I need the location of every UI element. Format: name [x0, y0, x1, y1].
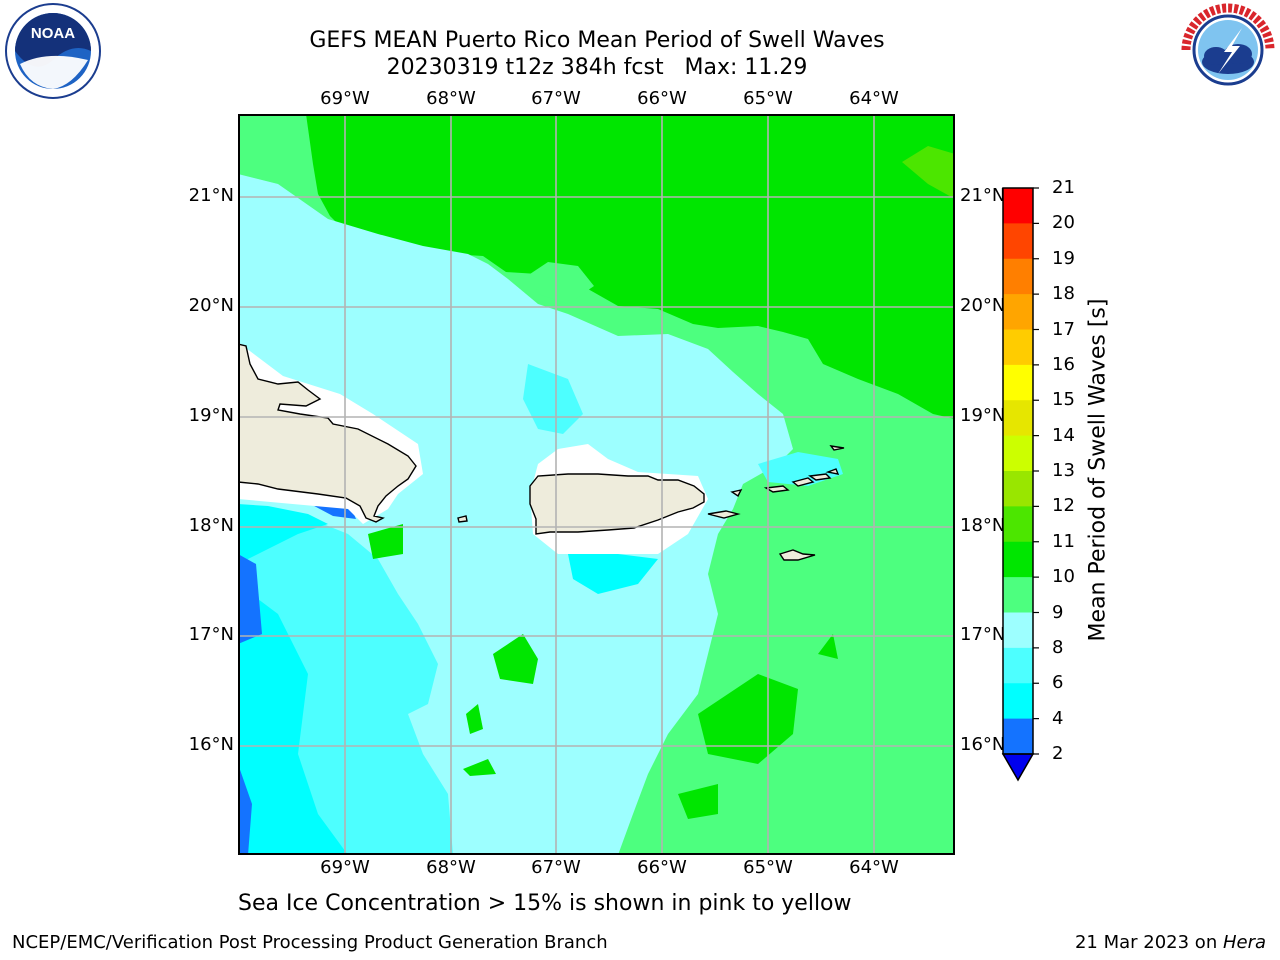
virgin-islands-3	[808, 473, 832, 481]
lat-label-right: 17°N	[960, 624, 1006, 645]
colorbar-bin	[1003, 506, 1033, 543]
field-10-11s-north	[306, 114, 955, 419]
field-4-6s-south	[238, 584, 348, 855]
colorbar-bin	[1003, 718, 1033, 755]
hispaniola-land	[238, 343, 417, 523]
colorbar-tick-label: 10	[1052, 566, 1075, 588]
colorbar-tick-label: 2	[1052, 743, 1064, 764]
field-2-4s	[238, 554, 262, 644]
lat-label-right: 19°N	[960, 405, 1006, 426]
sea-ice-note: Sea Ice Concentration > 15% is shown in …	[238, 891, 852, 916]
colorbar-tick-label: 9	[1052, 601, 1064, 623]
virgin-islands-5	[825, 468, 840, 475]
field-10-11s-south-4	[818, 634, 838, 659]
footer-date-text: 21 Mar 2023 on	[1074, 932, 1223, 953]
map-title: GEFS MEAN Puerto Rico Mean Period of Swe…	[309, 28, 885, 53]
lon-label-bottom: 67°W	[531, 857, 581, 878]
colorbar-bin	[1003, 647, 1033, 684]
colorbar-tick-label: 6	[1052, 672, 1064, 694]
lat-label-left: 20°N	[188, 295, 234, 316]
colorbar-tick-label: 13	[1052, 460, 1075, 481]
colorbar-tick-label: 18	[1052, 283, 1075, 305]
colorbar-tick-label: 16	[1052, 353, 1075, 375]
colorbar-bin	[1003, 435, 1033, 472]
colorbar-bin	[1003, 577, 1033, 613]
small-island-culebra	[730, 488, 743, 498]
lon-label-top: 65°W	[743, 88, 793, 109]
colorbar-bin	[1003, 471, 1033, 507]
lon-label-top: 68°W	[426, 88, 476, 109]
colorbar-tick-label: 21	[1052, 177, 1075, 198]
puerto-rico-land	[529, 473, 705, 535]
colorbar-label: Mean Period of Swell Waves [s]	[1085, 298, 1111, 642]
lat-label-right: 18°N	[960, 515, 1006, 536]
map-subtitle: 20230319 t12z 384h fcst Max: 11.29	[386, 55, 808, 80]
colorbar-bin	[1003, 541, 1033, 578]
lon-label-top: 69°W	[320, 88, 370, 109]
field-11-12s	[902, 146, 955, 199]
colorbar-bin	[1003, 683, 1033, 720]
field-4-6s-pr	[568, 554, 658, 594]
footer-branch: NCEP/EMC/Verification Post Processing Pr…	[12, 932, 608, 953]
lon-label-bottom: 69°W	[320, 857, 370, 878]
field-10-11s-south-6	[466, 704, 483, 734]
noaa-logo-text: NOAA	[31, 25, 75, 42]
colorbar-bin	[1003, 188, 1033, 224]
field-9-10s-pocket	[530, 262, 594, 304]
footer-date: 21 Mar 2023 on Hera	[1075, 932, 1266, 953]
colorbar-bin	[1003, 364, 1033, 401]
virgin-islands-2	[791, 477, 815, 487]
colorbar-bin	[1003, 329, 1033, 366]
field-10-11s-south-1	[493, 634, 538, 684]
lon-label-top: 66°W	[637, 88, 687, 109]
colorbar-extension	[1001, 753, 1035, 782]
field-10-11s-south-3	[678, 784, 718, 819]
colorbar-bin	[1003, 294, 1033, 330]
colorbar-bin	[1003, 223, 1033, 260]
colorbar-bin	[1003, 258, 1033, 295]
colorbar-tick-label: 17	[1052, 318, 1075, 340]
colorbar-tick-label: 4	[1052, 707, 1064, 729]
small-island-mona	[457, 515, 468, 523]
virgin-islands-4	[829, 445, 845, 451]
colorbar-tick-label: 12	[1052, 495, 1075, 517]
map-frame	[238, 114, 955, 855]
lat-label-left: 21°N	[188, 185, 234, 206]
colorbar-tick-label: 15	[1052, 389, 1075, 411]
st-croix	[778, 549, 816, 561]
graticule	[238, 114, 955, 855]
lon-label-bottom: 64°W	[849, 857, 899, 878]
field-2-4s-south	[238, 764, 252, 855]
lat-label-left: 18°N	[188, 515, 234, 536]
colorbar-bin	[1003, 400, 1033, 437]
lon-label-top: 67°W	[531, 88, 581, 109]
field-10-11s-south-2	[698, 674, 798, 764]
swell-period-map	[238, 114, 955, 855]
colorbar-tick-label: 20	[1052, 212, 1075, 234]
lat-label-right: 16°N	[960, 734, 1006, 755]
colorbar-tick-label: 14	[1052, 424, 1075, 446]
field-10-11s-south-5	[368, 524, 403, 559]
colorbar-bin	[1003, 612, 1033, 649]
lat-label-left: 19°N	[188, 405, 234, 426]
lat-label-left: 17°N	[188, 624, 234, 645]
virgin-islands-1	[763, 485, 790, 493]
lon-label-top: 64°W	[849, 88, 899, 109]
nws-logo	[1176, 0, 1280, 104]
lon-label-bottom: 65°W	[743, 857, 793, 878]
footer-machine: Hera	[1222, 932, 1266, 953]
lat-label-right: 21°N	[960, 185, 1006, 206]
colorbar-tick-label: 19	[1052, 247, 1075, 269]
small-island-vieques	[707, 510, 741, 519]
field-10-11s-south-7	[463, 759, 496, 776]
lon-label-bottom: 68°W	[426, 857, 476, 878]
colorbar-tick-label: 8	[1052, 636, 1064, 658]
lon-label-bottom: 66°W	[637, 857, 687, 878]
colorbar-tick-label: 11	[1052, 530, 1075, 552]
noaa-logo: NOAA	[2, 2, 104, 104]
lat-label-right: 20°N	[960, 295, 1006, 316]
colorbar	[1001, 187, 1039, 782]
field-4-6s	[238, 504, 328, 564]
lat-label-left: 16°N	[188, 734, 234, 755]
